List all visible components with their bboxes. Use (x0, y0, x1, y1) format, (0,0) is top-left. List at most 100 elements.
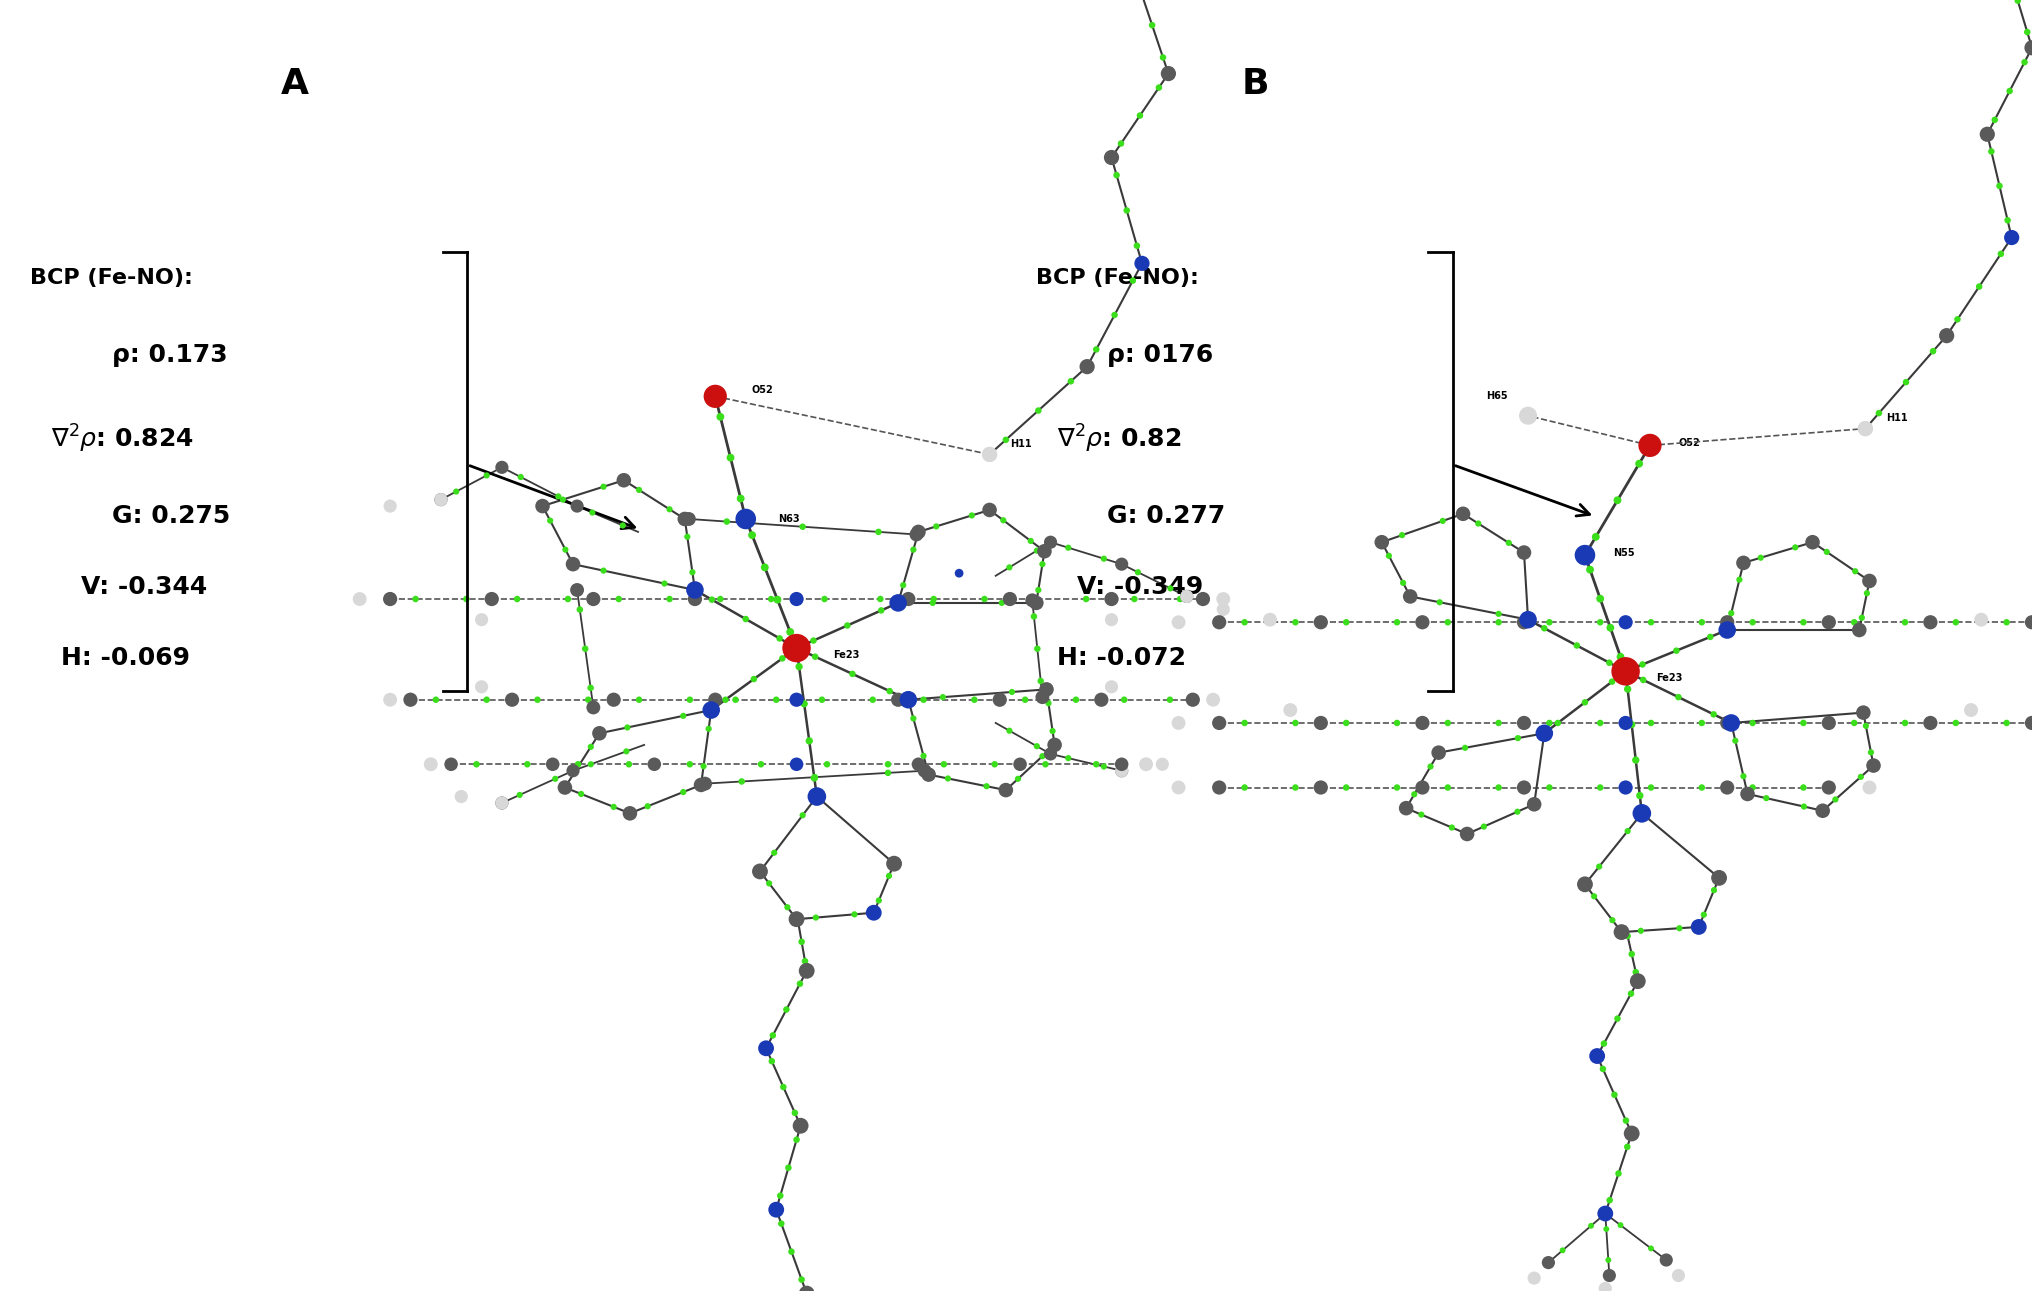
Point (1146, 46, 1179, 67)
Point (1711, 612, 1743, 633)
Point (764, 627, 797, 648)
Text: N55: N55 (1613, 547, 1636, 558)
Point (1589, 1278, 1622, 1291)
Point (1280, 777, 1313, 798)
Point (900, 524, 933, 545)
Point (614, 754, 646, 775)
Point (486, 793, 518, 813)
Point (1422, 742, 1455, 763)
Point (1020, 540, 1053, 560)
Point (979, 754, 1012, 775)
Point (805, 689, 839, 710)
Point (1662, 1265, 1695, 1286)
Point (1542, 713, 1575, 733)
Point (699, 689, 732, 710)
Point (2016, 37, 2032, 58)
Point (504, 785, 536, 806)
Text: O52: O52 (752, 385, 774, 395)
Point (1955, 700, 1987, 720)
Point (1095, 609, 1128, 630)
Point (1207, 599, 1240, 620)
Point (1162, 612, 1195, 633)
Point (1146, 754, 1179, 775)
Point (557, 554, 589, 574)
Point (687, 755, 719, 776)
Point (343, 589, 376, 609)
Point (1605, 1215, 1638, 1235)
Point (1695, 626, 1727, 647)
Point (1305, 777, 1337, 798)
Point (557, 760, 589, 781)
Point (916, 593, 949, 613)
Point (2002, 0, 2032, 12)
Point (1227, 713, 1260, 733)
Point (1626, 803, 1658, 824)
Point (1589, 1203, 1622, 1224)
Point (1406, 612, 1439, 633)
Point (705, 589, 738, 609)
Point (1796, 532, 1829, 553)
Point (709, 689, 742, 710)
Point (1727, 553, 1760, 573)
Point (906, 689, 939, 710)
Point (1170, 586, 1203, 607)
Point (577, 697, 610, 718)
Point (973, 444, 1006, 465)
Point (1634, 435, 1666, 456)
Point (1650, 1250, 1682, 1270)
Text: V: -0.344: V: -0.344 (81, 576, 207, 599)
Point (858, 689, 890, 710)
Point (906, 745, 939, 766)
Point (1154, 578, 1187, 599)
Point (1971, 124, 2004, 145)
Point (1528, 723, 1561, 744)
Point (561, 580, 593, 600)
Point (1026, 746, 1059, 767)
Point (1585, 612, 1617, 633)
Text: H65: H65 (1485, 391, 1508, 402)
Point (543, 487, 575, 507)
Point (1130, 754, 1162, 775)
Point (1939, 612, 1971, 633)
Point (736, 524, 768, 545)
Point (1719, 731, 1752, 751)
Text: ρ: 0176: ρ: 0176 (1107, 343, 1213, 367)
Point (912, 764, 945, 785)
Point (1715, 713, 1748, 733)
Point (752, 873, 784, 893)
Point (1002, 768, 1034, 789)
Point (1660, 640, 1693, 661)
Point (943, 563, 975, 584)
Point (1508, 713, 1540, 733)
Point (1034, 532, 1067, 553)
Point (831, 615, 864, 635)
Point (1095, 147, 1128, 168)
Point (971, 776, 1004, 797)
Point (577, 502, 610, 523)
Point (1597, 910, 1630, 931)
Point (1085, 689, 1118, 710)
Point (652, 589, 685, 609)
Point (1916, 341, 1949, 361)
Point (760, 689, 792, 710)
Point (1162, 777, 1195, 798)
Point (553, 589, 585, 609)
Point (421, 689, 453, 710)
Point (782, 656, 815, 676)
Point (1569, 545, 1601, 565)
Point (990, 430, 1022, 451)
Point (1162, 713, 1195, 733)
Point (780, 589, 813, 609)
Point (766, 648, 799, 669)
Point (1126, 0, 1158, 3)
Point (1099, 165, 1132, 186)
Point (725, 771, 758, 791)
Point (1508, 542, 1540, 563)
Point (1203, 713, 1235, 733)
Point (1587, 1033, 1620, 1053)
Point (614, 803, 646, 824)
Text: BCP (Fe-NO):: BCP (Fe-NO): (30, 267, 193, 288)
Point (1203, 777, 1235, 798)
Point (1105, 754, 1138, 775)
Point (1983, 176, 2016, 196)
